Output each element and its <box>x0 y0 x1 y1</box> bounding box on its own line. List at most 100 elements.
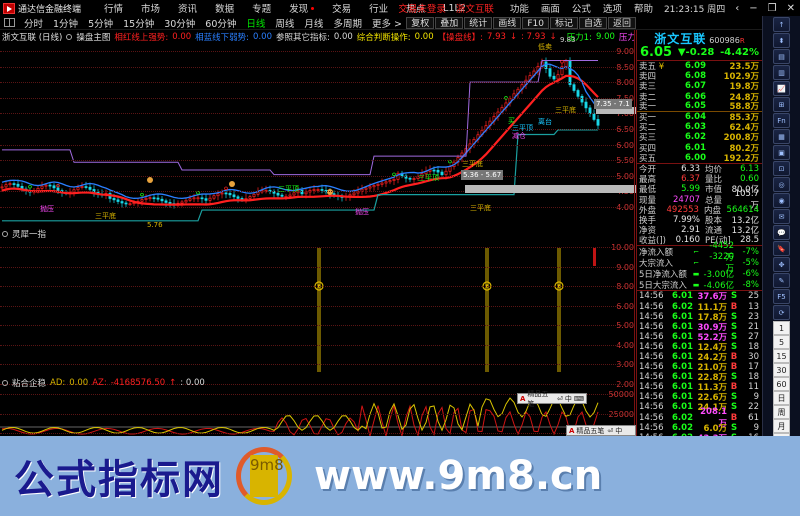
menu-right-1[interactable]: 画面 <box>535 1 566 15</box>
mail-icon[interactable]: ✉ <box>773 209 790 224</box>
bookmark-icon[interactable]: 🔖 <box>773 241 790 256</box>
period-60min[interactable]: 60分钟 <box>200 16 241 30</box>
menu-item-4[interactable]: 专题 <box>243 1 280 15</box>
toolbar-f10[interactable]: F10 <box>522 17 549 29</box>
ime-mode-icon-2[interactable]: A <box>569 427 574 435</box>
table-icon[interactable]: ▦ <box>773 129 790 144</box>
period-15min[interactable]: 15分钟 <box>118 16 159 30</box>
tick-list[interactable]: 14:56 6.01 37.6万 S 25 14:56 6.02 11.1万 B 13 14:56 6… <box>637 290 762 453</box>
quote-statistics: 今开 6.33 均价 6.13 最高 6.37 量比 0.60 最低 5.99 市值 80.0亿 现量 2… <box>637 163 762 246</box>
layout-1-icon[interactable]: ▤ <box>773 49 790 64</box>
close-icon[interactable]: ✕ <box>782 3 800 14</box>
menu-item-7[interactable]: 行业 <box>360 1 397 15</box>
period-1min[interactable]: 1分钟 <box>48 16 83 30</box>
reload-icon[interactable]: ⟳ <box>773 305 790 320</box>
toolbar-diejia[interactable]: 叠加 <box>435 17 463 29</box>
scroll-up-icon[interactable]: ↑ <box>773 17 790 32</box>
ime-cn-icon[interactable]: 中 <box>565 394 572 404</box>
main-price-chart[interactable] <box>0 42 636 227</box>
refresh-key-icon[interactable]: F5 <box>773 289 790 304</box>
menu-right-2[interactable]: 公式 <box>566 1 597 15</box>
rail-shortcut-15[interactable]: 15 <box>773 349 790 363</box>
sub1-toggle-icon[interactable] <box>2 231 8 237</box>
order-book[interactable]: 卖五 ¥ 6.09 23.5万 卖四 6.08 102.9万 卖三 6.07 19.8万 卖二 6.… <box>637 60 762 163</box>
trend-icon[interactable]: 📈 <box>773 81 790 96</box>
menu-right-4[interactable]: 帮助 <box>628 1 659 15</box>
toolbar-huaxian[interactable]: 画线 <box>493 17 521 29</box>
toolbar-tongji[interactable]: 统计 <box>464 17 492 29</box>
sub2-indicator-name[interactable]: 粘合企稳 <box>12 377 46 389</box>
menu-item-6[interactable]: 交易 <box>323 1 360 15</box>
login-status[interactable]: 交易未登录 <box>398 1 446 15</box>
rail-shortcut-1[interactable]: 1 <box>773 321 790 335</box>
sub-chart-lingxi[interactable] <box>0 240 636 376</box>
period-30min[interactable]: 30分钟 <box>159 16 200 30</box>
toolbar-zixuan[interactable]: 自选 <box>579 17 607 29</box>
menu-item-0[interactable]: 行情 <box>95 1 132 15</box>
camera-icon[interactable]: ◉ <box>773 193 790 208</box>
toolbar-fanhui[interactable]: 返回 <box>608 17 636 29</box>
period-weekly[interactable]: 周线 <box>270 16 299 30</box>
move-icon[interactable]: ✥ <box>773 257 790 272</box>
layout-2-icon[interactable]: ▥ <box>773 65 790 80</box>
rail-shortcut-5[interactable]: 5 <box>773 335 790 349</box>
chart-label: 抛压 <box>355 208 369 216</box>
ime-keyboard-icon[interactable]: ⌨ <box>574 395 584 403</box>
chat-icon[interactable]: 💬 <box>773 225 790 240</box>
back-icon[interactable]: ‹ <box>730 3 744 14</box>
last-price: 6.05 <box>640 45 672 60</box>
scroll-both-icon[interactable]: ⬍ <box>773 33 790 48</box>
right-tool-rail[interactable]: ↑⬍▤▥📈⊞Fn▦▣⊡◎◉✉💬🔖✥✎F5⟳15153060日周月N季 <box>762 16 800 436</box>
minimize-icon[interactable]: − <box>744 3 762 14</box>
ime-enter-icon-2[interactable]: ⏎ <box>607 427 613 435</box>
maximize-icon[interactable]: ❐ <box>763 3 782 14</box>
rail-shortcut-月[interactable]: 月 <box>773 419 790 433</box>
menu-item-2[interactable]: 资讯 <box>169 1 206 15</box>
ime-enter-icon[interactable]: ⏎ <box>557 395 563 403</box>
rail-shortcut-30[interactable]: 30 <box>773 363 790 377</box>
tick-side: S <box>727 342 741 352</box>
period-5min[interactable]: 5分钟 <box>83 16 118 30</box>
pen-icon[interactable]: ✎ <box>773 273 790 288</box>
window-icon[interactable]: ⊡ <box>773 161 790 176</box>
period-more[interactable]: 更多 > <box>367 16 407 30</box>
grid-icon[interactable]: ⊞ <box>773 97 790 112</box>
period-daily[interactable]: 日线 <box>241 16 270 30</box>
lingxi-signals <box>0 240 636 376</box>
menu-item-3[interactable]: 数据 <box>206 1 243 15</box>
ime-cn-icon-2[interactable]: 中 <box>615 426 622 436</box>
period-fenshi[interactable]: 分时 <box>19 16 48 30</box>
price-candles <box>0 42 636 227</box>
indicator-toggle-icon[interactable] <box>66 34 72 40</box>
rail-shortcut-周[interactable]: 周 <box>773 405 790 419</box>
rail-shortcut-日[interactable]: 日 <box>773 391 790 405</box>
tick-time: 14:56 <box>637 342 667 352</box>
panel-icon[interactable]: ▣ <box>773 145 790 160</box>
period-multi[interactable]: 多周期 <box>328 16 367 30</box>
tick-count: 9 <box>741 392 762 402</box>
layout-grid-icon[interactable] <box>4 18 15 27</box>
period-monthly[interactable]: 月线 <box>299 16 328 30</box>
fn-icon[interactable]: Fn <box>773 113 790 128</box>
order-book-row[interactable]: 买五 6.00 192.2万 <box>637 153 762 163</box>
toolbar-fuquan[interactable]: 复权 <box>406 17 434 29</box>
main-indicator-name[interactable]: 操盘主图 <box>76 31 110 43</box>
menu-item-5[interactable]: 发现 <box>280 1 323 15</box>
ime-toolbar[interactable]: A 精品五笔 ⏎ 中 ⌨ <box>517 393 587 404</box>
ime-toolbar-secondary[interactable]: A 精品五笔 ⏎ 中 <box>566 425 636 436</box>
tick-side: B <box>727 413 741 423</box>
flow-label: 5日大宗流入 <box>637 279 689 291</box>
tick-time: 14:56 <box>637 312 667 322</box>
sub1-indicator-name[interactable]: 灵犀一指 <box>12 228 46 240</box>
toolbar-biaoji[interactable]: 标记 <box>550 17 578 29</box>
flow-pct: -7% <box>738 247 762 257</box>
radar-icon[interactable]: ◎ <box>773 177 790 192</box>
menu-right-0[interactable]: 功能 <box>504 1 535 15</box>
ime-mode-icon[interactable]: A <box>520 395 525 403</box>
menu-right-3[interactable]: 选项 <box>597 1 628 15</box>
tick-time: 14:56 <box>637 392 667 402</box>
grid-line <box>0 433 634 434</box>
menu-item-1[interactable]: 市场 <box>132 1 169 15</box>
sub2-toggle-icon[interactable] <box>2 380 8 386</box>
rail-shortcut-60[interactable]: 60 <box>773 377 790 391</box>
